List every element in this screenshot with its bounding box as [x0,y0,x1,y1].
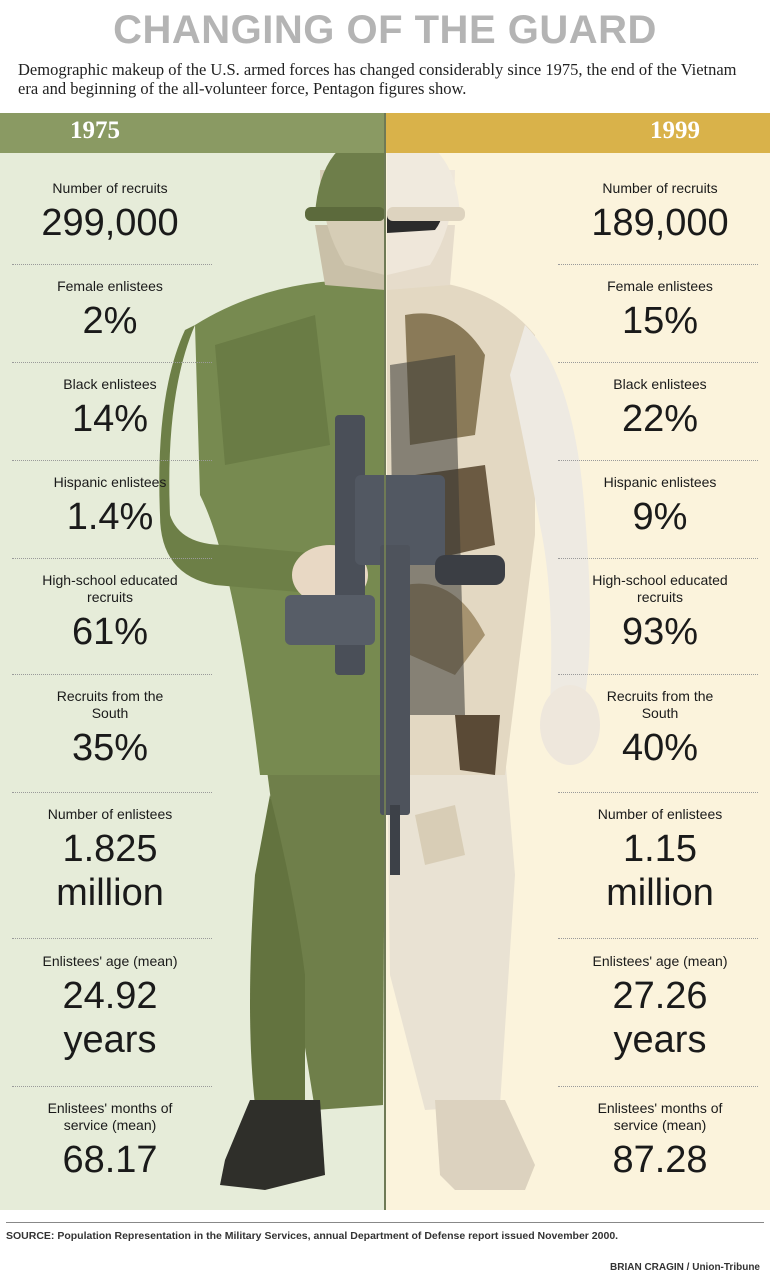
stat-label: Hispanic enlistees [603,474,717,490]
stat-black-1999: Black enlistees 22% [550,376,770,441]
stat-enlistees-1975: Number of enlistees 1.825 million [0,806,220,915]
stat-south-1999: Recruits from the South 40% [550,688,770,770]
separator [558,460,758,461]
stat-label: Recruits from the South [56,688,164,721]
page-title: CHANGING OF THE GUARD [113,8,657,52]
separator [558,362,758,363]
separator [12,264,212,265]
stat-label: High-school educated recruits [42,572,178,605]
stat-value: 40% [621,727,699,769]
stat-value: 1.4% [66,496,154,538]
separator [558,558,758,559]
stat-label: Black enlistees [63,376,157,392]
separator [12,558,212,559]
stat-value: 14% [71,398,149,440]
stat-label: Female enlistees [57,278,163,294]
stat-value: 1.825 million [56,828,164,914]
stat-value: 2% [82,300,138,342]
stat-value: 24.92 years [62,975,158,1061]
stat-hispanic-1999: Hispanic enlistees 9% [550,474,770,539]
stat-female-1999: Female enlistees 15% [550,278,770,343]
stat-age-1975: Enlistees' age (mean) 24.92 years [0,953,220,1062]
stat-south-1975: Recruits from the South 35% [0,688,220,770]
stat-label: High-school educated recruits [592,572,728,605]
year-banner-1999: 1999 [386,113,770,153]
stat-value: 9% [632,496,688,538]
stat-label: Female enlistees [607,278,713,294]
stat-value: 61% [71,611,149,653]
stat-label: Number of enlistees [47,806,173,822]
stat-label: Enlistees' months of service (mean) [47,1100,173,1133]
stat-value: 1.15 million [606,828,714,914]
stat-label: Number of recruits [602,180,718,196]
separator [12,938,212,939]
year-label-left: 1975 [70,117,120,144]
stat-value: 87.28 [612,1139,708,1181]
stat-age-1999: Enlistees' age (mean) 27.26 years [550,953,770,1062]
stat-value: 35% [71,727,149,769]
soldier-illustration [159,130,600,1190]
stat-highschool-1975: High-school educated recruits 61% [0,572,220,654]
separator [558,938,758,939]
year-label-right: 1999 [650,117,700,144]
year-banner-1975: 1975 [0,113,384,153]
separator [12,792,212,793]
source-note: SOURCE: Population Representation in the… [6,1230,619,1242]
stat-value: 68.17 [62,1139,158,1181]
stat-highschool-1999: High-school educated recruits 93% [550,572,770,654]
separator [12,1086,212,1087]
stat-enlistees-1999: Number of enlistees 1.15 million [550,806,770,915]
stat-value: 189,000 [591,202,729,244]
separator [12,674,212,675]
separator [558,1086,758,1087]
stat-black-1975: Black enlistees 14% [0,376,220,441]
stat-label: Enlistees' age (mean) [592,953,728,969]
stat-hispanic-1975: Hispanic enlistees 1.4% [0,474,220,539]
center-divider [384,113,386,1210]
stat-value: 15% [621,300,699,342]
stat-value: 22% [621,398,699,440]
separator [558,264,758,265]
separator [558,674,758,675]
stat-value: 299,000 [41,202,179,244]
soldier-1999-half [387,130,600,1190]
stat-service-1975: Enlistees' months of service (mean) 68.1… [0,1100,220,1182]
credit-line: BRIAN CRAGIN / Union-Tribune [610,1262,760,1273]
stat-label: Number of enlistees [597,806,723,822]
stat-label: Black enlistees [613,376,707,392]
separator [12,460,212,461]
stat-label: Enlistees' months of service (mean) [597,1100,723,1133]
stat-recruits-1975: Number of recruits 299,000 [0,180,220,245]
stat-label: Number of recruits [52,180,168,196]
stat-recruits-1999: Number of recruits 189,000 [550,180,770,245]
separator [12,362,212,363]
stat-value: 93% [621,611,699,653]
separator [558,792,758,793]
stat-label: Enlistees' age (mean) [42,953,178,969]
stat-value: 27.26 years [612,975,708,1061]
rifle [285,415,505,875]
stat-service-1999: Enlistees' months of service (mean) 87.2… [550,1100,770,1182]
stat-label: Recruits from the South [606,688,714,721]
stat-label: Hispanic enlistees [53,474,167,490]
page-subtitle: Demographic makeup of the U.S. armed for… [18,60,737,98]
stat-female-1975: Female enlistees 2% [0,278,220,343]
footer-rule [6,1222,764,1223]
